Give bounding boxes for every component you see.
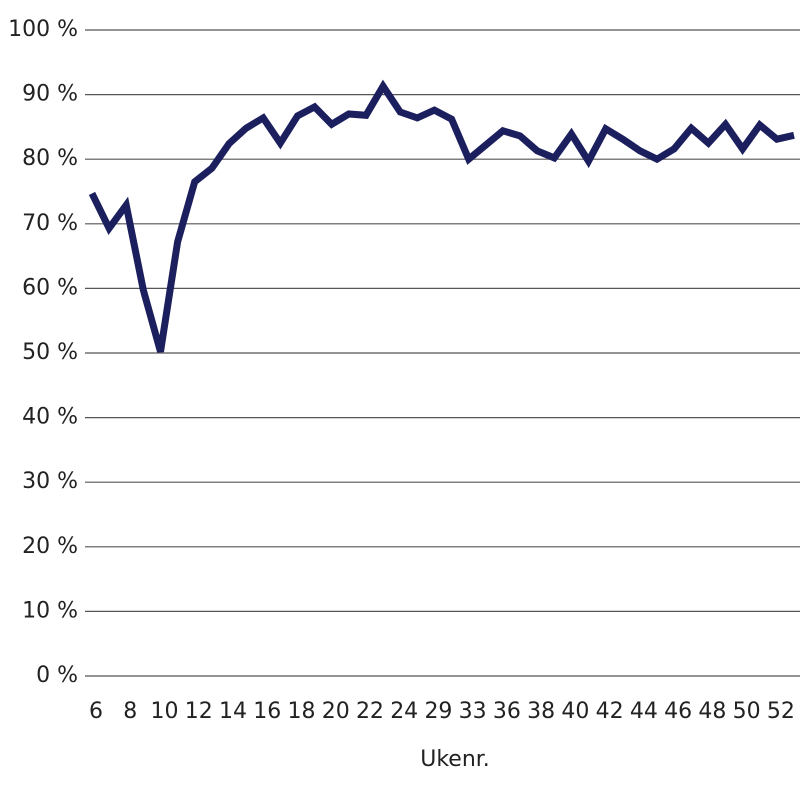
x-tick-label: 36: [493, 699, 521, 724]
y-tick-label: 30 %: [22, 469, 78, 494]
y-tick-label: 80 %: [22, 146, 78, 171]
x-tick-label: 24: [390, 699, 418, 724]
y-tick-label: 60 %: [22, 275, 78, 300]
y-tick-label: 90 %: [22, 82, 78, 107]
x-tick-label: 22: [356, 699, 384, 724]
x-tick-label: 50: [733, 699, 761, 724]
x-tick-label: 6: [89, 699, 103, 724]
y-tick-label: 0 %: [36, 663, 78, 688]
x-tick-label: 16: [253, 699, 281, 724]
x-tick-label: 20: [322, 699, 350, 724]
x-tick-label: 52: [767, 699, 795, 724]
x-tick-label: 38: [527, 699, 555, 724]
x-tick-label: 10: [150, 699, 178, 724]
x-tick-label: 48: [698, 699, 726, 724]
x-tick-label: 33: [459, 699, 487, 724]
y-tick-label: 20 %: [22, 534, 78, 559]
x-axis-label: Ukenr.: [420, 747, 490, 772]
x-tick-label: 46: [664, 699, 692, 724]
x-tick-label: 40: [561, 699, 589, 724]
y-tick-label: 70 %: [22, 211, 78, 236]
x-tick-label: 14: [219, 699, 247, 724]
x-tick-label: 18: [287, 699, 315, 724]
x-tick-label: 44: [630, 699, 658, 724]
y-tick-label: 100 %: [8, 17, 78, 42]
x-tick-label: 12: [185, 699, 213, 724]
x-tick-label: 42: [596, 699, 624, 724]
x-tick-label: 29: [424, 699, 452, 724]
y-tick-label: 50 %: [22, 340, 78, 365]
y-tick-label: 40 %: [22, 405, 78, 430]
y-tick-label: 10 %: [22, 598, 78, 623]
line-series: [88, 79, 795, 353]
x-tick-label: 8: [123, 699, 137, 724]
